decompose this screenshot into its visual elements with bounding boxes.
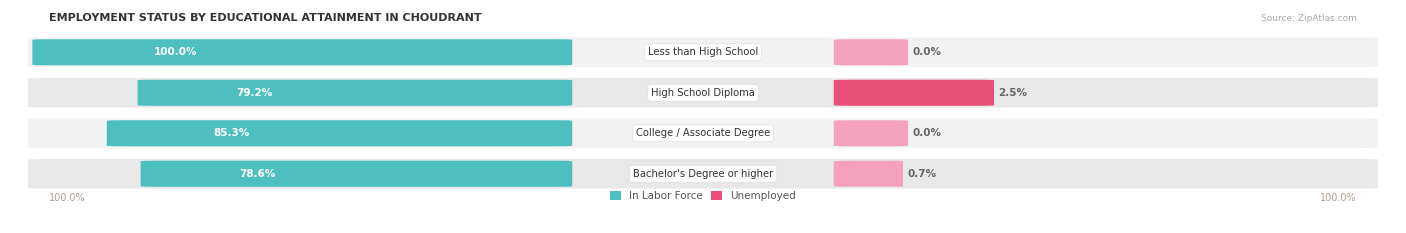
Text: 100.0%: 100.0% [49,193,86,203]
Legend: In Labor Force, Unemployed: In Labor Force, Unemployed [610,191,796,201]
FancyBboxPatch shape [834,120,908,146]
Text: 100.0%: 100.0% [155,47,197,57]
FancyBboxPatch shape [28,78,1378,108]
FancyBboxPatch shape [32,39,572,65]
Text: High School Diploma: High School Diploma [651,88,755,98]
FancyBboxPatch shape [28,118,1378,148]
FancyBboxPatch shape [28,159,1378,188]
FancyBboxPatch shape [834,161,903,187]
FancyBboxPatch shape [138,80,572,106]
Text: 100.0%: 100.0% [1320,193,1357,203]
Text: EMPLOYMENT STATUS BY EDUCATIONAL ATTAINMENT IN CHOUDRANT: EMPLOYMENT STATUS BY EDUCATIONAL ATTAINM… [49,13,482,23]
Text: 85.3%: 85.3% [214,128,250,138]
FancyBboxPatch shape [107,120,572,146]
Text: 79.2%: 79.2% [236,88,273,98]
FancyBboxPatch shape [141,161,572,187]
FancyBboxPatch shape [834,80,994,106]
Text: Less than High School: Less than High School [648,47,758,57]
Text: College / Associate Degree: College / Associate Degree [636,128,770,138]
Text: 0.0%: 0.0% [912,47,941,57]
Text: Bachelor's Degree or higher: Bachelor's Degree or higher [633,169,773,179]
Text: 0.0%: 0.0% [912,128,941,138]
Text: 78.6%: 78.6% [239,169,276,179]
Text: 0.7%: 0.7% [907,169,936,179]
Text: 2.5%: 2.5% [998,88,1028,98]
FancyBboxPatch shape [28,38,1378,67]
Text: Source: ZipAtlas.com: Source: ZipAtlas.com [1261,14,1357,23]
FancyBboxPatch shape [834,39,908,65]
